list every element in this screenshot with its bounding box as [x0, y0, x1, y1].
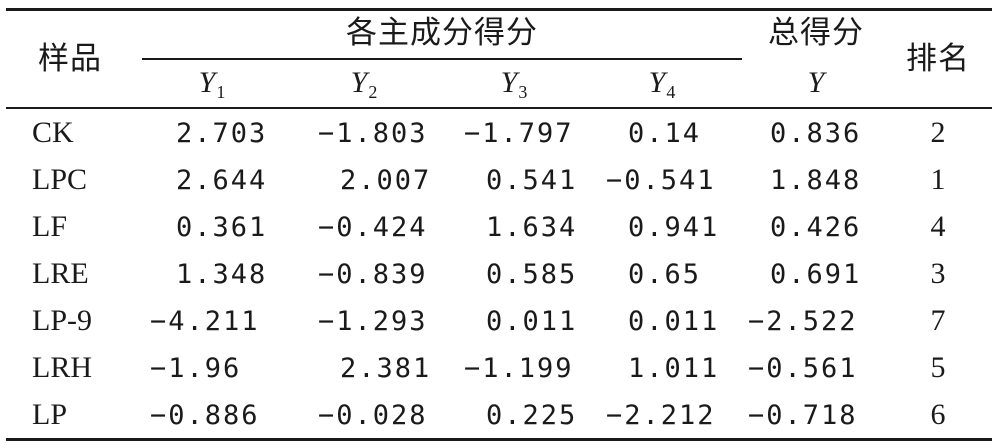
- score-y1: 2.703: [176, 118, 268, 149]
- rank-value: 2: [930, 116, 946, 149]
- score-y4: 0.941: [628, 212, 720, 243]
- score-y3: 0.541: [486, 165, 578, 196]
- sample-name: CK: [32, 116, 74, 149]
- score-y2: −0.839: [318, 259, 428, 290]
- score-total: 0.691: [770, 259, 862, 290]
- score-table: 样品 各主成分得分 总得分 排名 Y1 Y2 Y3 Y4 Y CK 2.703 …: [6, 8, 992, 441]
- sample-name: LF: [32, 210, 68, 243]
- rank-value: 5: [930, 351, 946, 384]
- score-y2: −1.293: [318, 306, 428, 337]
- score-y4: 0.65: [628, 259, 702, 290]
- score-y2: 2.007: [340, 165, 432, 196]
- top-rule: [6, 8, 992, 11]
- header-component-group: 各主成分得分: [346, 15, 538, 51]
- score-y1: 2.644: [176, 165, 268, 196]
- score-total: −2.522: [748, 306, 858, 337]
- score-y4: −2.212: [606, 400, 716, 431]
- score-total: −0.561: [748, 353, 858, 384]
- header-rank: 排名: [906, 41, 970, 77]
- header-sample: 样品: [38, 41, 102, 77]
- score-y3: 0.011: [486, 306, 578, 337]
- score-y2: 2.381: [340, 353, 432, 384]
- score-y3: 1.634: [486, 212, 578, 243]
- header-y-total: Y: [807, 66, 825, 99]
- score-total: 0.836: [770, 118, 862, 149]
- rank-value: 1: [930, 163, 946, 196]
- header-total: 总得分: [768, 15, 864, 51]
- header-rule: [6, 107, 992, 109]
- score-y4: 0.14: [628, 118, 702, 149]
- sample-name: LRE: [32, 257, 89, 290]
- sample-name: LRH: [32, 351, 92, 384]
- score-y3: −1.199: [464, 353, 574, 384]
- rank-value: 3: [930, 257, 946, 290]
- score-y2: −0.028: [318, 400, 428, 431]
- group-underline: [142, 58, 742, 60]
- score-y2: −0.424: [318, 212, 428, 243]
- score-total: −0.718: [748, 400, 858, 431]
- score-total: 1.848: [770, 165, 862, 196]
- sample-name: LPC: [32, 163, 88, 196]
- sample-name: LP: [32, 398, 68, 431]
- header-y4: Y4: [648, 66, 676, 102]
- rank-value: 7: [930, 304, 946, 337]
- score-y1: −0.886: [150, 400, 260, 431]
- score-y3: 0.585: [486, 259, 578, 290]
- sample-name: LP-9: [32, 304, 92, 337]
- score-y3: 0.225: [486, 400, 578, 431]
- rank-value: 4: [930, 210, 946, 243]
- bottom-rule: [6, 438, 992, 441]
- score-y1: 0.361: [176, 212, 268, 243]
- score-y1: −4.211: [150, 306, 260, 337]
- score-y4: −0.541: [606, 165, 716, 196]
- score-y1: −1.96: [150, 353, 242, 384]
- header-y3: Y3: [500, 66, 528, 102]
- header-y1: Y1: [198, 66, 226, 102]
- score-y2: −1.803: [318, 118, 428, 149]
- score-y4: 1.011: [628, 353, 720, 384]
- score-total: 0.426: [770, 212, 862, 243]
- score-y3: −1.797: [464, 118, 574, 149]
- score-y1: 1.348: [176, 259, 268, 290]
- score-y4: 0.011: [628, 306, 720, 337]
- header-y2: Y2: [350, 66, 378, 102]
- rank-value: 6: [930, 398, 946, 431]
